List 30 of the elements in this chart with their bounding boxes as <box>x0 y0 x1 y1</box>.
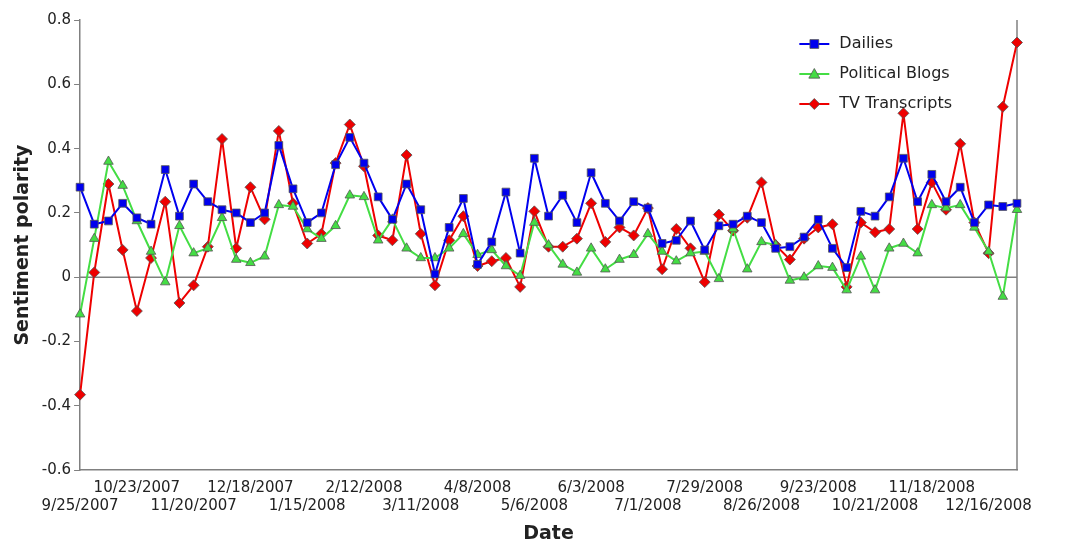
y-tick-label: 0.4 <box>47 138 72 157</box>
x-tick-label: 11/20/2007 <box>150 496 237 515</box>
x-tick-label: 5/6/2008 <box>500 496 569 515</box>
x-tick-label: 11/18/2008 <box>888 478 976 497</box>
x-tick-label: 9/23/2008 <box>779 478 857 497</box>
x-axis-title: Date <box>523 520 574 543</box>
y-tick-label: -0.2 <box>41 331 72 350</box>
x-tick-label: 2/12/2008 <box>325 478 403 497</box>
y-tick-label: 0 <box>61 267 72 286</box>
x-tick-label: 8/26/2008 <box>723 496 800 515</box>
x-tick-label: 7/29/2008 <box>666 478 744 497</box>
x-tick-label: 7/1/2008 <box>614 496 682 515</box>
y-tick-label: 0.8 <box>47 9 72 28</box>
y-tick-label: -0.6 <box>41 460 72 479</box>
y-tick-label: -0.4 <box>41 395 72 414</box>
x-tick-label: 10/23/2007 <box>93 478 181 497</box>
legend-label: Political Blogs <box>839 63 950 83</box>
y-tick-label: 0.2 <box>47 202 72 221</box>
x-tick-label: 6/3/2008 <box>557 478 625 497</box>
x-tick-label: 3/11/2008 <box>382 496 460 515</box>
x-tick-label: 1/15/2008 <box>268 496 346 515</box>
x-tick-label: 9/25/2007 <box>41 496 119 515</box>
y-tick-label: 0.6 <box>47 74 72 93</box>
x-tick-label: 4/8/2008 <box>443 478 512 497</box>
x-tick-label: 10/21/2008 <box>831 496 919 515</box>
legend-label: TV Transcripts <box>838 93 952 113</box>
x-tick-label: 12/16/2008 <box>945 496 1032 515</box>
legend-label: Dailies <box>839 33 893 53</box>
x-tick-label: 12/18/2007 <box>207 478 294 497</box>
y-axis-title: Sentiment polarity <box>10 144 33 346</box>
